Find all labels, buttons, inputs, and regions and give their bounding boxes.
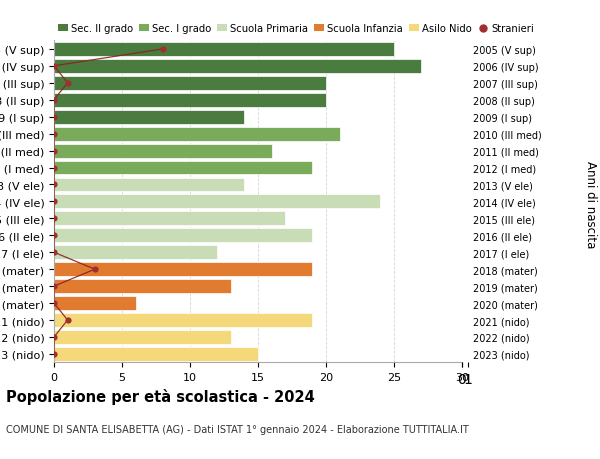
Legend: Sec. II grado, Sec. I grado, Scuola Primaria, Scuola Infanzia, Asilo Nido, Stran: Sec. II grado, Sec. I grado, Scuola Prim… <box>54 20 538 38</box>
Bar <box>54 347 258 361</box>
Bar <box>54 94 326 107</box>
Bar <box>54 212 285 226</box>
Bar <box>54 43 394 57</box>
Bar <box>54 144 272 158</box>
Bar <box>54 330 231 344</box>
Text: Popolazione per età scolastica - 2024: Popolazione per età scolastica - 2024 <box>6 388 315 404</box>
Bar <box>54 229 313 243</box>
Bar <box>54 313 313 327</box>
Bar <box>54 297 136 310</box>
Bar <box>54 263 313 276</box>
Bar <box>54 246 217 260</box>
Bar <box>54 161 313 175</box>
Bar <box>54 195 380 209</box>
Bar <box>54 60 421 73</box>
Bar <box>54 77 326 90</box>
Text: Anni di nascita: Anni di nascita <box>584 161 597 248</box>
Bar <box>54 280 231 293</box>
Text: COMUNE DI SANTA ELISABETTA (AG) - Dati ISTAT 1° gennaio 2024 - Elaborazione TUTT: COMUNE DI SANTA ELISABETTA (AG) - Dati I… <box>6 425 469 435</box>
Bar <box>54 111 244 124</box>
Bar <box>54 128 340 141</box>
Bar <box>54 178 244 192</box>
